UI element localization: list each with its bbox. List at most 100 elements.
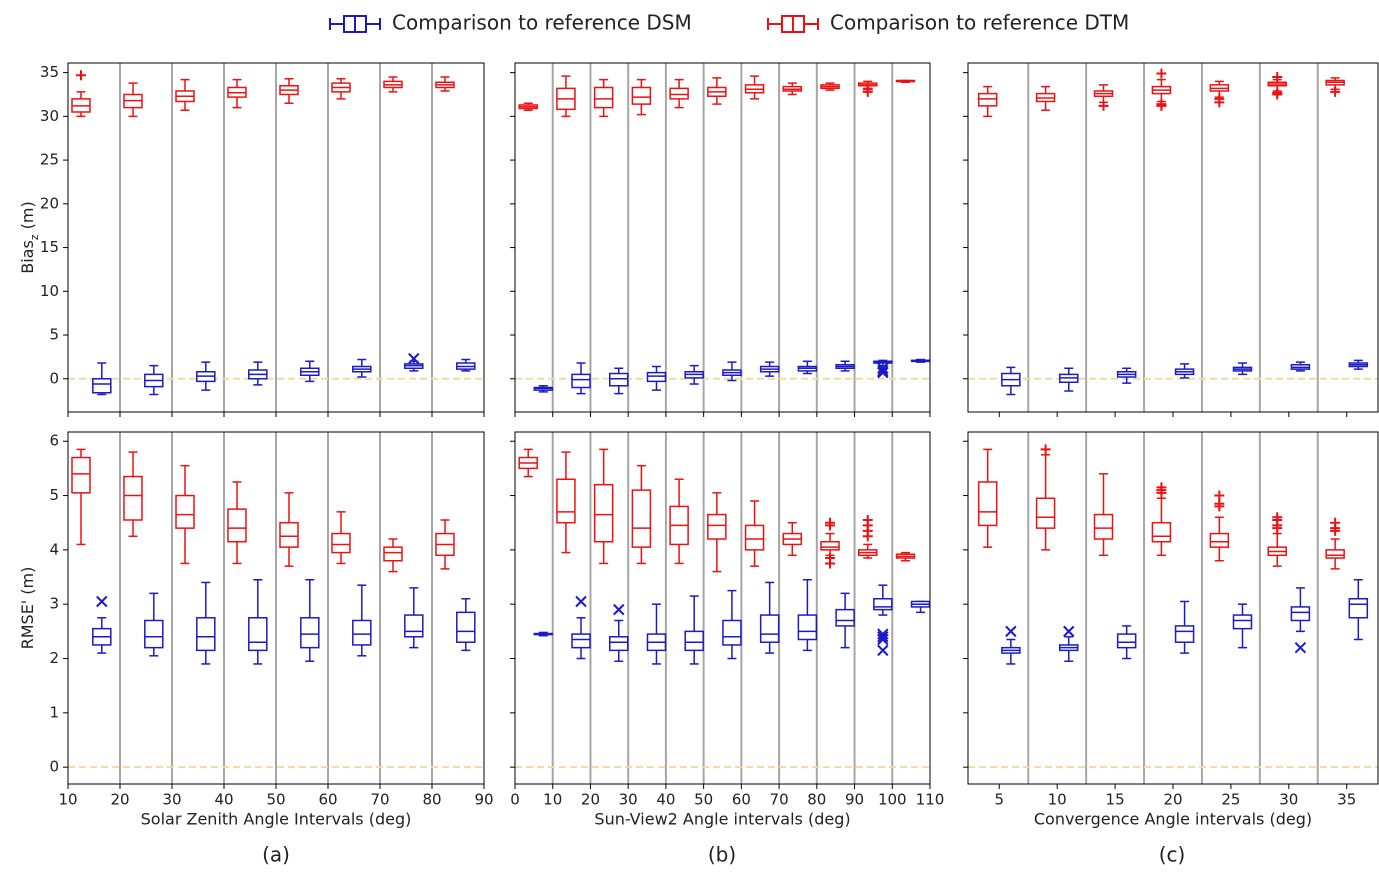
x-tick-label: 60 — [318, 791, 337, 809]
y-tick-label: 0 — [49, 758, 59, 776]
outlier — [575, 595, 587, 608]
x-tick-label: 10 — [543, 791, 562, 809]
outlier — [1272, 87, 1283, 98]
box-plot — [518, 448, 538, 478]
box-plot — [92, 595, 112, 654]
box-plot — [435, 519, 455, 570]
box-plot — [910, 358, 931, 363]
box — [404, 614, 424, 638]
box-plot — [910, 600, 931, 614]
x-tick-label: 30 — [162, 791, 181, 809]
box-plot — [1035, 85, 1056, 111]
x-tick-label: 40 — [656, 791, 675, 809]
box — [279, 521, 299, 548]
box-plot — [669, 78, 689, 109]
outlier — [1156, 99, 1167, 110]
box-plot — [144, 592, 164, 657]
box — [1035, 497, 1056, 529]
box-plot — [707, 77, 727, 105]
x-tick-label: 20 — [1163, 791, 1182, 809]
y-tick-label: 10 — [40, 282, 59, 300]
box-plot — [248, 361, 268, 386]
box-plot — [123, 82, 143, 118]
x-axis-title: Solar Zenith Angle Intervals (deg) — [141, 810, 412, 829]
box — [1174, 625, 1195, 643]
legend: Comparison to reference DSM Comparison to… — [329, 11, 1129, 35]
box — [71, 456, 91, 494]
box — [331, 532, 351, 554]
box — [571, 633, 591, 649]
box-plot — [518, 102, 538, 111]
box — [196, 617, 216, 652]
x-tick-label: 5 — [994, 791, 1004, 809]
box-plot — [144, 364, 164, 396]
x-axis-title: Sun-View2 Angle intervals (deg) — [594, 810, 850, 829]
y-tick-label: 25 — [40, 151, 59, 169]
x-tick-label: 40 — [214, 791, 233, 809]
outlier — [1156, 68, 1167, 79]
box-plot — [1035, 444, 1056, 551]
box-plot — [646, 365, 667, 391]
y-tick-label: 2 — [49, 649, 59, 667]
box-plot — [858, 515, 878, 559]
panel-label: (c) — [1159, 843, 1186, 867]
legend-item: Comparison to reference DTM — [767, 11, 1129, 35]
plot-frame — [514, 62, 931, 413]
box-plot — [858, 80, 878, 97]
x-tick-label: 50 — [266, 791, 285, 809]
y-axis-title: Biasz (m) — [18, 201, 41, 274]
box-plot — [1290, 361, 1311, 372]
outlier — [1330, 86, 1341, 97]
outlier — [877, 362, 889, 374]
box — [227, 508, 247, 543]
box — [456, 611, 476, 643]
box-plot — [1093, 473, 1114, 557]
box-plot — [556, 75, 576, 118]
box — [1209, 532, 1230, 548]
panel: 0 5 10 15 20 25 30 35 Biasz (m) — [18, 62, 485, 417]
box — [123, 475, 143, 521]
outlier — [877, 633, 889, 646]
box — [722, 619, 742, 646]
outlier — [825, 553, 836, 564]
x-tick-label: 100 — [878, 791, 907, 809]
box — [707, 513, 727, 540]
box — [820, 540, 840, 551]
x-tick-label: 70 — [370, 791, 389, 809]
box-plot — [782, 521, 803, 557]
box-plot — [1232, 603, 1253, 649]
box-plot — [1151, 68, 1172, 111]
box-plot — [684, 364, 704, 385]
outlier — [877, 631, 889, 643]
box-plot — [977, 85, 998, 118]
outlier — [877, 365, 889, 377]
box-plot — [1059, 367, 1079, 392]
box-plot — [1059, 625, 1079, 662]
box-plot — [300, 579, 320, 662]
box-plot — [593, 448, 614, 565]
box-plot — [71, 70, 91, 118]
outlier — [1098, 100, 1109, 111]
panel-label: (a) — [262, 843, 290, 867]
outlier — [408, 352, 420, 365]
outlier — [1005, 625, 1017, 638]
box-plot — [1348, 359, 1369, 370]
box-plot — [279, 492, 299, 567]
box-plot — [227, 78, 247, 109]
x-tick-label: 70 — [770, 791, 789, 809]
box-plot — [175, 78, 195, 111]
box-plot — [797, 360, 818, 375]
box — [797, 614, 818, 641]
box-plot — [456, 358, 476, 372]
x-tick-label: 30 — [1279, 791, 1298, 809]
box-plot — [1093, 84, 1114, 111]
x-tick-label: 20 — [110, 791, 129, 809]
panel-label: (b) — [708, 843, 736, 867]
box — [873, 598, 893, 611]
y-tick-label: 3 — [49, 595, 59, 613]
outlier — [862, 531, 873, 542]
box — [1232, 614, 1253, 630]
panel — [510, 62, 931, 417]
box — [1290, 606, 1311, 622]
box-plot — [631, 464, 652, 565]
